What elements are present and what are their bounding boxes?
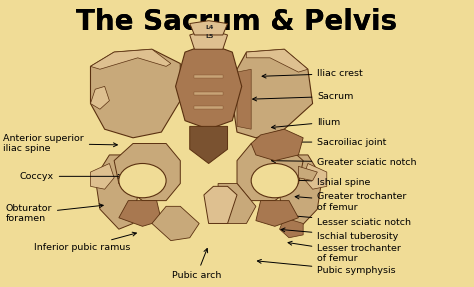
Text: Ilium: Ilium <box>272 118 341 129</box>
Text: Sacrum: Sacrum <box>253 92 354 101</box>
Polygon shape <box>114 144 180 201</box>
Polygon shape <box>246 49 308 72</box>
Polygon shape <box>95 155 138 229</box>
Text: Lesser sciatic notch: Lesser sciatic notch <box>286 214 411 226</box>
Text: Inferior pubic ramus: Inferior pubic ramus <box>34 232 137 252</box>
Polygon shape <box>190 126 228 164</box>
Polygon shape <box>299 166 318 181</box>
Text: Pubic arch: Pubic arch <box>172 249 221 280</box>
Polygon shape <box>280 155 322 229</box>
Text: Obturator
foramen: Obturator foramen <box>5 204 103 223</box>
Polygon shape <box>218 183 256 224</box>
Text: Greater sciatic notch: Greater sciatic notch <box>272 158 417 166</box>
Polygon shape <box>194 75 223 78</box>
Text: Iliac crest: Iliac crest <box>262 69 363 78</box>
Ellipse shape <box>119 164 166 198</box>
Polygon shape <box>232 49 313 138</box>
Text: L4: L4 <box>205 25 214 30</box>
Polygon shape <box>175 44 242 129</box>
Polygon shape <box>91 49 171 69</box>
Text: The Sacrum & Pelvis: The Sacrum & Pelvis <box>76 8 398 36</box>
Text: Pubic symphysis: Pubic symphysis <box>257 259 396 275</box>
Polygon shape <box>190 21 228 35</box>
Polygon shape <box>91 86 109 109</box>
Polygon shape <box>251 129 303 161</box>
Polygon shape <box>303 164 327 189</box>
Polygon shape <box>91 49 180 138</box>
Polygon shape <box>237 144 303 201</box>
Polygon shape <box>204 186 237 224</box>
Text: Anterior superior
iliac spine: Anterior superior iliac spine <box>3 134 118 153</box>
Text: The Sacrum & Pelvis: The Sacrum & Pelvis <box>76 8 398 36</box>
Polygon shape <box>194 92 223 95</box>
Ellipse shape <box>251 164 299 198</box>
Text: Coccyx: Coccyx <box>19 172 122 181</box>
Polygon shape <box>280 218 303 238</box>
Text: Greater trochanter
of femur: Greater trochanter of femur <box>295 192 407 212</box>
Text: Lesser trochanter
of femur: Lesser trochanter of femur <box>288 241 401 263</box>
Polygon shape <box>152 206 199 241</box>
Polygon shape <box>194 106 223 109</box>
Text: Ischial tuberosity: Ischial tuberosity <box>281 228 399 241</box>
Polygon shape <box>237 69 251 129</box>
Text: L5: L5 <box>205 34 214 39</box>
Text: Sacroiliac joint: Sacroiliac joint <box>262 137 387 147</box>
Polygon shape <box>119 201 161 226</box>
Polygon shape <box>190 29 228 49</box>
Text: Ishial spine: Ishial spine <box>272 178 371 187</box>
Polygon shape <box>91 164 114 189</box>
Polygon shape <box>256 201 299 226</box>
